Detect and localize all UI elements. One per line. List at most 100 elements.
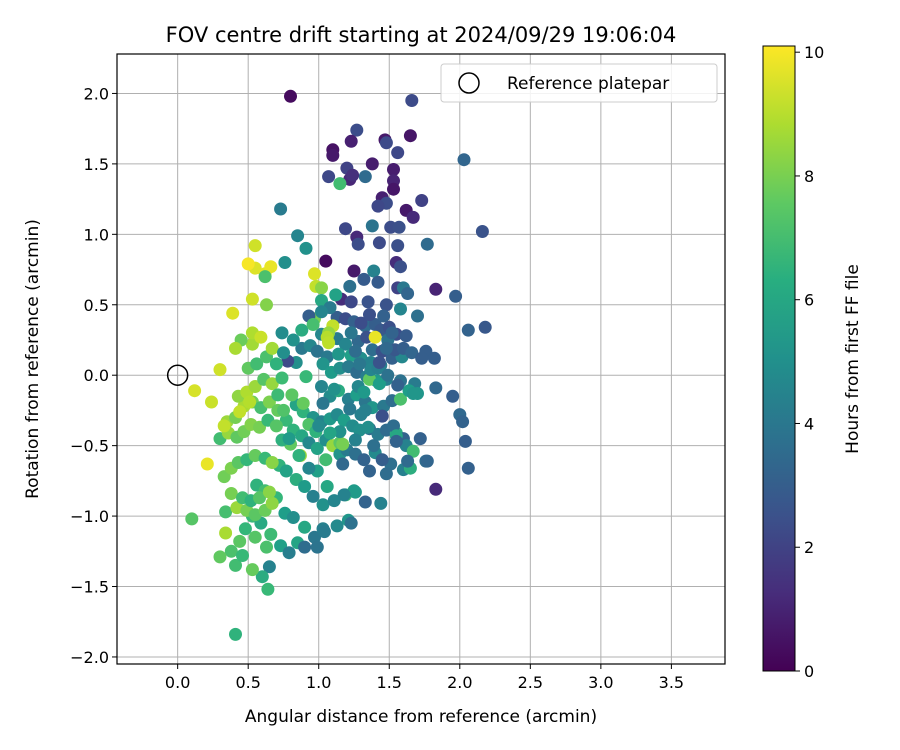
data-point <box>344 326 358 340</box>
data-point <box>326 148 340 162</box>
data-point <box>226 306 240 320</box>
data-point <box>254 330 268 344</box>
data-point <box>323 426 337 440</box>
data-point <box>265 341 279 355</box>
y-tick-label: 1.5 <box>84 155 109 174</box>
data-point <box>387 163 400 176</box>
data-point <box>374 496 388 510</box>
data-point <box>277 346 290 360</box>
data-point <box>379 298 393 312</box>
data-point <box>279 413 293 427</box>
grid-lines <box>117 54 725 664</box>
data-point <box>394 260 407 274</box>
x-tick-label: 0.5 <box>235 673 260 692</box>
data-point <box>458 434 472 448</box>
data-point <box>377 309 391 323</box>
data-point <box>429 381 443 395</box>
data-point <box>348 433 362 447</box>
data-point <box>389 434 403 448</box>
data-point <box>354 316 368 330</box>
data-point <box>394 392 407 406</box>
data-point <box>275 326 289 340</box>
data-point <box>403 129 417 143</box>
y-tick-label: 2.0 <box>84 84 109 103</box>
data-point <box>265 496 279 510</box>
data-point <box>365 343 379 357</box>
data-point <box>185 512 199 526</box>
y-axis-label: Rotation from reference (arcmin) <box>23 219 43 499</box>
data-point <box>336 437 350 451</box>
data-point <box>310 540 324 554</box>
y-tick-label: 1.0 <box>84 225 109 244</box>
data-point <box>353 357 367 371</box>
data-point <box>344 295 358 309</box>
data-point <box>348 344 362 358</box>
colorbar-ticks: 0 2 4 6 8 10 <box>795 43 824 681</box>
data-point <box>284 89 297 103</box>
data-point <box>379 341 393 355</box>
data-point <box>219 526 233 540</box>
data-point <box>253 491 266 505</box>
data-point <box>406 387 420 400</box>
data-point <box>456 415 470 429</box>
data-point <box>274 202 288 216</box>
data-point <box>358 170 372 184</box>
data-point <box>372 356 386 369</box>
data-point <box>354 408 368 422</box>
data-point <box>262 485 276 499</box>
data-point <box>248 239 262 253</box>
data-point <box>406 210 420 224</box>
data-point <box>361 420 375 434</box>
data-point <box>229 341 242 355</box>
data-point <box>346 168 360 182</box>
data-point <box>343 279 357 293</box>
data-point <box>350 123 364 137</box>
data-point <box>322 336 336 350</box>
data-point <box>296 396 310 410</box>
data-point <box>292 449 306 462</box>
data-point <box>381 368 395 382</box>
data-point <box>316 498 330 512</box>
data-point <box>308 267 321 281</box>
legend-box <box>440 63 718 103</box>
data-point <box>260 298 273 312</box>
data-point <box>387 182 400 196</box>
data-point <box>306 489 320 503</box>
x-tick-label: 3.0 <box>588 673 613 692</box>
data-point <box>457 153 471 167</box>
data-point <box>394 302 407 316</box>
data-point <box>363 372 376 386</box>
data-point <box>413 432 427 446</box>
data-point <box>391 239 405 253</box>
colorbar-label: Hours from first FF file <box>843 264 863 454</box>
data-point <box>406 444 420 458</box>
data-point <box>248 380 262 393</box>
data-point <box>213 550 227 564</box>
data-point <box>236 549 249 562</box>
data-point <box>317 525 331 539</box>
data-point <box>322 170 336 184</box>
data-point <box>188 384 202 398</box>
data-point <box>277 403 290 417</box>
data-point <box>339 222 352 236</box>
data-point <box>391 146 405 160</box>
data-point <box>213 363 227 377</box>
x-tick-label: 1.5 <box>377 673 402 692</box>
y-tick-label: 0.5 <box>84 296 109 315</box>
data-point <box>299 241 313 255</box>
data-point <box>243 395 257 409</box>
data-point <box>333 177 347 191</box>
data-point <box>357 453 371 467</box>
data-point <box>264 260 278 274</box>
x-tick-label: 3.5 <box>659 673 684 692</box>
data-point <box>298 480 312 493</box>
y-tick-label: −1.0 <box>70 507 109 526</box>
data-point <box>233 405 247 419</box>
data-point <box>379 467 393 481</box>
data-point <box>286 511 300 524</box>
data-point <box>258 270 272 284</box>
data-point <box>371 275 385 289</box>
data-point <box>392 220 406 234</box>
data-point <box>255 570 269 584</box>
